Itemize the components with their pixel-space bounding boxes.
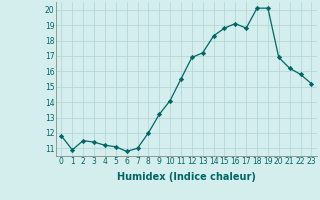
X-axis label: Humidex (Indice chaleur): Humidex (Indice chaleur) bbox=[117, 172, 256, 182]
